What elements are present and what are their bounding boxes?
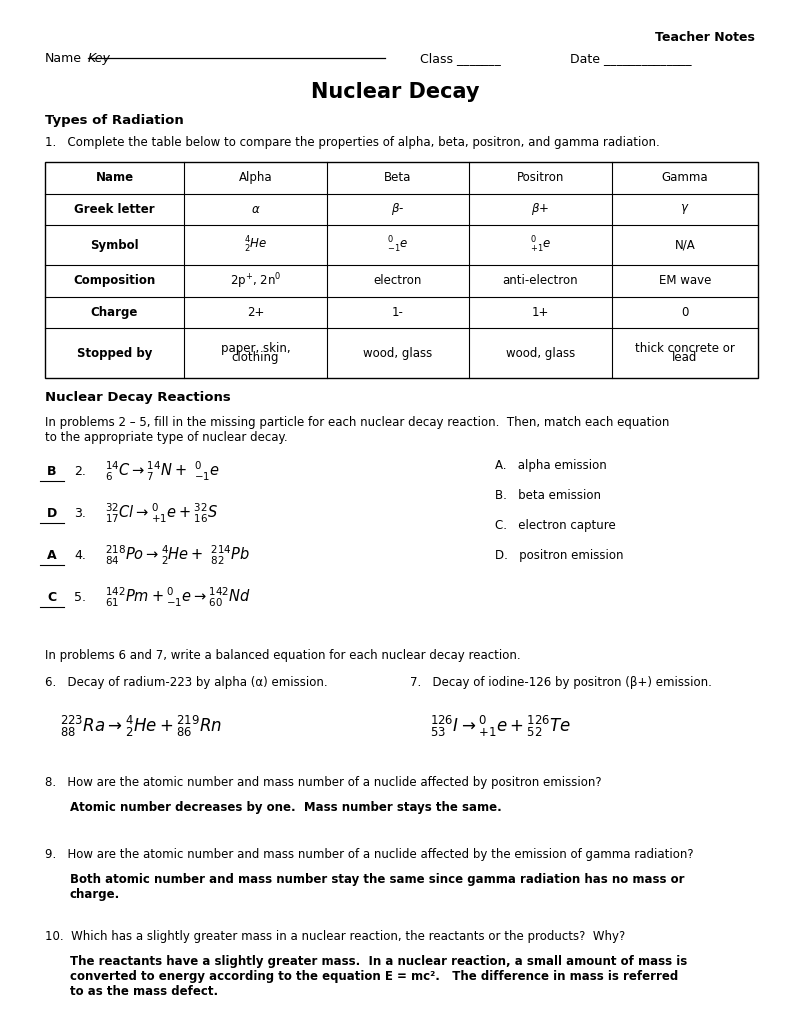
- Text: N/A: N/A: [675, 239, 695, 252]
- Text: D: D: [47, 507, 57, 519]
- Text: 3.: 3.: [74, 507, 86, 519]
- Text: thick concrete or: thick concrete or: [635, 342, 735, 355]
- Text: electron: electron: [373, 274, 422, 288]
- Text: C: C: [47, 591, 57, 603]
- Text: In problems 2 – 5, fill in the missing particle for each nuclear decay reaction.: In problems 2 – 5, fill in the missing p…: [45, 416, 669, 444]
- Text: D.   positron emission: D. positron emission: [495, 549, 623, 561]
- Text: $^{32}_{17}Cl\rightarrow^{0}_{+1}e+^{32}_{16}S$: $^{32}_{17}Cl\rightarrow^{0}_{+1}e+^{32}…: [105, 502, 218, 524]
- Text: 6.   Decay of radium-223 by alpha (α) emission.: 6. Decay of radium-223 by alpha (α) emis…: [45, 676, 327, 689]
- Text: Types of Radiation: Types of Radiation: [45, 114, 184, 127]
- Text: $^{218}_{84}Po\rightarrow^{4}_{2}He +\ ^{214}_{82}Pb$: $^{218}_{84}Po\rightarrow^{4}_{2}He +\ ^…: [105, 544, 250, 566]
- Text: In problems 6 and 7, write a balanced equation for each nuclear decay reaction.: In problems 6 and 7, write a balanced eq…: [45, 649, 520, 662]
- Text: paper, skin,: paper, skin,: [221, 342, 290, 355]
- Text: wood, glass: wood, glass: [363, 346, 433, 359]
- Text: 2+: 2+: [247, 306, 264, 318]
- Text: 9.   How are the atomic number and mass number of a nuclide affected by the emis: 9. How are the atomic number and mass nu…: [45, 848, 694, 861]
- Text: A.   alpha emission: A. alpha emission: [495, 459, 607, 471]
- Text: $\gamma$: $\gamma$: [680, 203, 690, 216]
- Text: Nuclear Decay: Nuclear Decay: [311, 82, 480, 102]
- Text: Beta: Beta: [384, 171, 411, 184]
- Text: The reactants have a slightly greater mass.  In a nuclear reaction, a small amou: The reactants have a slightly greater ma…: [70, 955, 687, 998]
- Text: 0: 0: [681, 306, 689, 318]
- Text: Atomic number decreases by one.  Mass number stays the same.: Atomic number decreases by one. Mass num…: [70, 801, 501, 814]
- Text: $^{126}_{53}I\rightarrow^{0}_{+1}e+^{126}_{52}Te$: $^{126}_{53}I\rightarrow^{0}_{+1}e+^{126…: [430, 714, 571, 739]
- Text: 1+: 1+: [532, 306, 549, 318]
- Text: B.   beta emission: B. beta emission: [495, 488, 601, 502]
- Text: 7.   Decay of iodine-126 by positron (β+) emission.: 7. Decay of iodine-126 by positron (β+) …: [410, 676, 712, 689]
- Text: Composition: Composition: [74, 274, 156, 288]
- Text: 5.: 5.: [74, 591, 86, 603]
- Text: anti-electron: anti-electron: [503, 274, 578, 288]
- Text: 4.: 4.: [74, 549, 86, 561]
- Text: $^{0}_{+1}e$: $^{0}_{+1}e$: [530, 234, 551, 255]
- Text: Symbol: Symbol: [90, 239, 139, 252]
- Text: $\alpha$: $\alpha$: [251, 203, 260, 216]
- Text: $\beta$-: $\beta$-: [392, 202, 404, 217]
- Text: Gamma: Gamma: [661, 171, 708, 184]
- Text: A: A: [47, 549, 57, 561]
- Text: $^{142}_{61}Pm+^{0}_{-1}e\rightarrow^{142}_{60}Nd$: $^{142}_{61}Pm+^{0}_{-1}e\rightarrow^{14…: [105, 586, 252, 608]
- Text: Name: Name: [45, 52, 82, 65]
- Text: Greek letter: Greek letter: [74, 203, 155, 216]
- Text: Date ______________: Date ______________: [570, 52, 691, 65]
- Bar: [45, 162, 758, 378]
- Text: Alpha: Alpha: [239, 171, 272, 184]
- Text: clothing: clothing: [232, 351, 279, 364]
- Text: $^{223}_{88}Ra\rightarrow^{4}_{2}He+^{219}_{86}Rn$: $^{223}_{88}Ra\rightarrow^{4}_{2}He+^{21…: [60, 714, 222, 739]
- Text: 8.   How are the atomic number and mass number of a nuclide affected by positron: 8. How are the atomic number and mass nu…: [45, 776, 602, 790]
- Text: Name: Name: [96, 171, 134, 184]
- Text: C.   electron capture: C. electron capture: [495, 518, 615, 531]
- Text: 10.  Which has a slightly greater mass in a nuclear reaction, the reactants or t: 10. Which has a slightly greater mass in…: [45, 930, 625, 943]
- Text: Class _______: Class _______: [420, 52, 501, 65]
- Text: EM wave: EM wave: [659, 274, 711, 288]
- Text: Teacher Notes: Teacher Notes: [655, 31, 755, 44]
- Text: Charge: Charge: [91, 306, 138, 318]
- Text: Nuclear Decay Reactions: Nuclear Decay Reactions: [45, 391, 231, 404]
- Text: Both atomic number and mass number stay the same since gamma radiation has no ma: Both atomic number and mass number stay …: [70, 873, 684, 901]
- Text: lead: lead: [672, 351, 698, 364]
- Text: 1-: 1-: [392, 306, 404, 318]
- Text: $^{4}_{2}He$: $^{4}_{2}He$: [244, 234, 267, 255]
- Text: $\beta$+: $\beta$+: [532, 202, 550, 217]
- Text: 2.: 2.: [74, 465, 86, 477]
- Text: B: B: [47, 465, 57, 477]
- Text: Positron: Positron: [517, 171, 564, 184]
- Text: $^{14}_{6}C\rightarrow^{14}_{7}N +\ ^{0}_{-1}e$: $^{14}_{6}C\rightarrow^{14}_{7}N +\ ^{0}…: [105, 460, 220, 482]
- Text: 1.   Complete the table below to compare the properties of alpha, beta, positron: 1. Complete the table below to compare t…: [45, 136, 660, 150]
- Text: Stopped by: Stopped by: [77, 346, 152, 359]
- Text: Key: Key: [88, 52, 111, 65]
- Text: $^{0}_{-1}e$: $^{0}_{-1}e$: [388, 234, 409, 255]
- Text: wood, glass: wood, glass: [506, 346, 575, 359]
- Text: 2p$^{+}$, 2n$^{0}$: 2p$^{+}$, 2n$^{0}$: [229, 271, 281, 291]
